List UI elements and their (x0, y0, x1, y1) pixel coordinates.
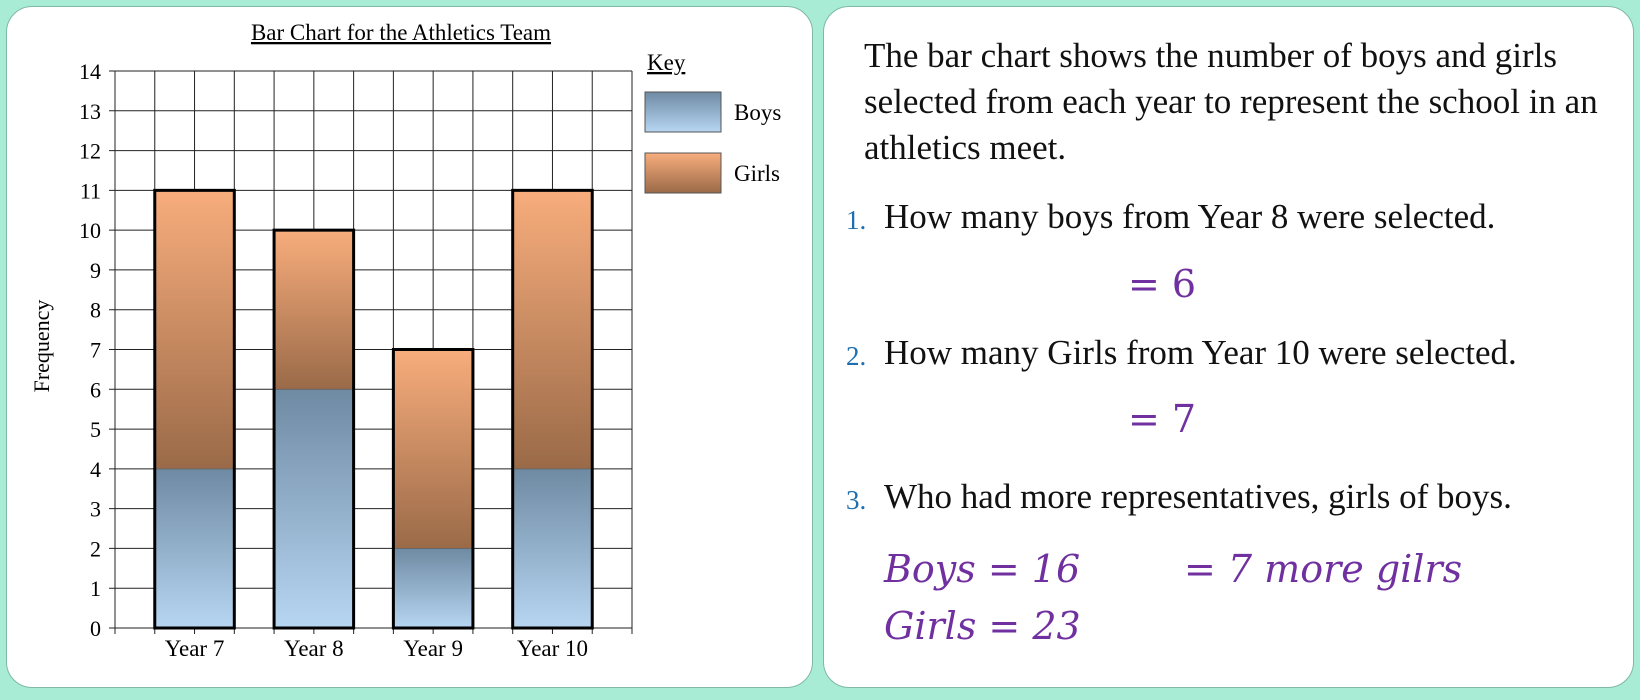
y-tick-label: 9 (90, 258, 101, 283)
bar-boys-year-9 (392, 548, 474, 629)
legend-title: Key (647, 50, 686, 75)
y-tick-label: 13 (79, 99, 101, 124)
bar-outline (511, 188, 594, 630)
legend-swatch-boys (644, 91, 722, 133)
y-tick-label: 11 (80, 178, 101, 203)
question-3-number: 3. (846, 485, 867, 515)
bar-boys-year-10 (512, 468, 593, 629)
intro-text: The bar chart shows the number of boys a… (864, 36, 1598, 167)
y-tick-label: 10 (79, 218, 101, 243)
y-tick-label: 4 (90, 457, 101, 482)
y-tick-label: 5 (90, 417, 101, 442)
bar-girls-year-10 (512, 189, 593, 470)
y-tick-label: 0 (90, 616, 101, 641)
question-1-number: 1. (846, 205, 867, 235)
answer-3-result: = 7 more gilrs (1184, 547, 1463, 591)
y-tick-label: 12 (79, 139, 101, 164)
question-2-number: 2. (846, 341, 867, 371)
questions-panel: The bar chart shows the number of boys a… (823, 6, 1634, 688)
x-tick-label: Year 9 (403, 636, 463, 661)
answer-2: = 7 (1128, 397, 1197, 441)
x-tick-label: Year 7 (165, 636, 225, 661)
answer-3-girls: Girls = 23 (884, 604, 1081, 648)
bar-outline (391, 348, 475, 630)
y-axis-label: Frequency (29, 300, 54, 393)
legend: Key Boys Girls (644, 50, 781, 194)
bar-girls-year-9 (392, 349, 474, 549)
bar-boys-year-8 (273, 388, 355, 629)
question-1-text: How many boys from Year 8 were selected. (884, 197, 1496, 236)
y-tick-label: 1 (90, 576, 101, 601)
chart-title: Bar Chart for the Athletics Team (251, 20, 551, 45)
answer-3-boys: Boys = 16 (884, 547, 1081, 591)
bar-chart: Bar Chart for the Athletics Team 0123456… (29, 20, 781, 661)
y-tick-label: 6 (90, 377, 101, 402)
y-tick-label: 3 (90, 497, 101, 522)
x-tick-label: Year 10 (517, 636, 588, 661)
bar-girls-year-8 (273, 229, 355, 390)
bar-girls-year-7 (154, 189, 235, 470)
legend-swatch-girls (644, 152, 722, 194)
bar-boys-year-7 (154, 468, 235, 629)
x-tick-label: Year 8 (284, 636, 344, 661)
bar-outline (153, 188, 236, 630)
y-tick-label: 7 (90, 338, 101, 363)
y-tick-label: 8 (90, 298, 101, 323)
y-tick-label: 14 (79, 59, 101, 84)
bar-outline (272, 228, 356, 630)
legend-label-girls: Girls (734, 161, 780, 186)
question-3-text: Who had more representatives, girls of b… (884, 477, 1512, 516)
legend-label-boys: Boys (734, 100, 781, 125)
question-2-text: How many Girls from Year 10 were selecte… (884, 333, 1517, 372)
y-tick-label: 2 (90, 536, 101, 561)
answer-1: = 6 (1128, 262, 1197, 306)
